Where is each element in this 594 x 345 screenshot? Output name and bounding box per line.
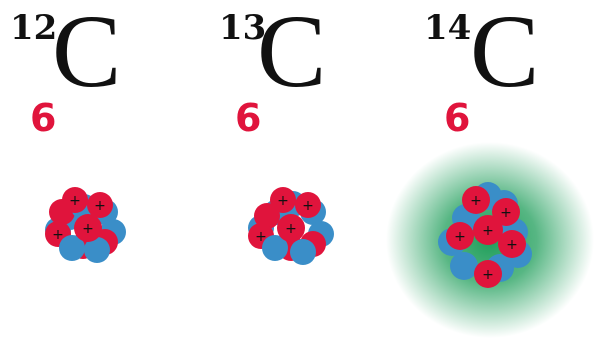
neutron (84, 237, 110, 263)
nucleus: + + + + (45, 187, 126, 263)
isotope-carbon-12: 12 C 6 + + + + (0, 0, 198, 345)
proton-plus: + (285, 221, 297, 237)
proton (74, 214, 102, 242)
proton-plus: + (69, 193, 81, 209)
mass-number: 14 (424, 8, 472, 48)
proton-plus: + (470, 193, 482, 209)
mass-number: 12 (10, 8, 58, 48)
proton-plus: + (94, 198, 106, 214)
nucleus: + + + + (248, 187, 334, 265)
proton-plus: + (482, 267, 494, 283)
nucleus: + + + + + + (438, 182, 532, 288)
atomic-number: 6 (235, 96, 262, 140)
element-symbol: C (52, 0, 122, 109)
proton-plus: + (506, 237, 518, 253)
isotope-carbon-14: 14 C 6 + + + (386, 0, 594, 345)
proton (254, 203, 280, 229)
neutron (290, 239, 316, 265)
nucleus-diagram: + + + + + + (386, 142, 594, 338)
proton-plus: + (277, 193, 289, 209)
neutron (59, 235, 85, 261)
proton (492, 198, 520, 226)
proton (270, 187, 296, 213)
proton-plus: + (52, 227, 64, 243)
proton-plus: + (454, 229, 466, 245)
proton (462, 186, 490, 214)
proton (87, 192, 113, 218)
proton (446, 222, 474, 250)
proton-plus: + (82, 221, 94, 237)
proton (474, 260, 502, 288)
isotope-carbon-13: 13 C 6 + + + + (205, 0, 403, 345)
proton (62, 187, 88, 213)
proton (473, 215, 503, 245)
nucleus-diagram: + + + + (248, 187, 334, 265)
proton-plus: + (255, 229, 267, 245)
proton-plus: + (302, 198, 314, 214)
proton (295, 192, 321, 218)
proton (277, 214, 305, 242)
element-symbol: C (257, 0, 327, 109)
atomic-number: 6 (444, 96, 471, 140)
mass-number: 13 (219, 8, 267, 48)
neutron (450, 252, 478, 280)
proton-plus: + (500, 205, 512, 221)
proton-plus: + (482, 223, 494, 239)
atomic-number: 6 (30, 96, 57, 140)
proton (498, 230, 526, 258)
nucleus-diagram: + + + + (45, 187, 126, 263)
neutron (262, 235, 288, 261)
element-symbol: C (470, 0, 540, 109)
